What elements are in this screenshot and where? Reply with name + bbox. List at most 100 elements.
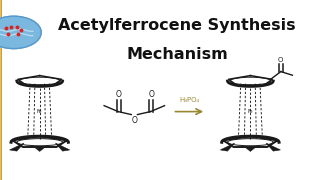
Bar xyxy=(1,0,2,180)
Bar xyxy=(1,0,2,180)
Bar xyxy=(0,0,1,180)
Bar xyxy=(0,0,1,180)
Bar xyxy=(0,0,1,180)
Bar xyxy=(1,0,2,180)
Bar xyxy=(0,0,1,180)
Bar xyxy=(0,0,1,180)
Bar xyxy=(1,0,2,180)
Polygon shape xyxy=(10,143,24,151)
Bar xyxy=(1,0,2,180)
Bar xyxy=(1,0,2,180)
Bar xyxy=(1,0,2,180)
Bar xyxy=(0,0,1,180)
Bar xyxy=(0,0,1,180)
Bar xyxy=(0,0,1,180)
Bar xyxy=(1,0,2,180)
Bar xyxy=(1,0,2,180)
Bar xyxy=(0,0,1,180)
Text: O: O xyxy=(148,90,154,99)
Polygon shape xyxy=(266,143,280,151)
Bar xyxy=(1,0,2,180)
Bar xyxy=(0,0,1,180)
Bar xyxy=(1,0,2,180)
Bar xyxy=(0,0,1,180)
Bar xyxy=(0,0,1,180)
Bar xyxy=(1,0,2,180)
Text: H₃PO₄: H₃PO₄ xyxy=(179,97,199,103)
Bar xyxy=(0,0,1,180)
Bar xyxy=(1,0,2,180)
Bar xyxy=(0,0,1,180)
Bar xyxy=(0,0,1,180)
Bar xyxy=(0,0,1,180)
Text: Mechanism: Mechanism xyxy=(126,46,228,62)
Bar xyxy=(1,0,2,180)
Bar xyxy=(0,0,1,180)
Bar xyxy=(1,0,2,180)
Bar xyxy=(1,0,2,180)
Bar xyxy=(1,0,2,180)
Bar xyxy=(1,0,2,180)
Bar xyxy=(1,0,2,180)
Bar xyxy=(0,0,1,180)
Bar xyxy=(1,0,2,180)
Bar xyxy=(1,0,2,180)
Bar xyxy=(1,0,2,180)
Bar xyxy=(0,0,1,180)
Bar xyxy=(0,0,1,180)
Bar xyxy=(0,0,2,180)
Bar xyxy=(0,0,1,180)
Bar xyxy=(0,0,1,180)
Bar xyxy=(1,0,2,180)
Bar xyxy=(0,0,1,180)
Bar xyxy=(1,0,2,180)
Bar xyxy=(0,0,1,180)
Circle shape xyxy=(0,16,41,49)
Bar xyxy=(1,0,2,180)
Bar xyxy=(0,0,2,180)
Bar xyxy=(1,0,2,180)
Bar xyxy=(0,0,1,180)
Bar xyxy=(0,0,1,180)
Bar xyxy=(0,0,1,180)
Bar xyxy=(1,0,2,180)
Bar xyxy=(1,0,2,180)
Bar xyxy=(0,0,1,180)
Bar xyxy=(1,0,2,180)
Bar xyxy=(1,0,2,180)
Bar xyxy=(0,0,1,180)
Bar xyxy=(0,0,1,180)
Bar xyxy=(1,0,2,180)
Bar xyxy=(1,0,2,180)
Bar xyxy=(0,0,1,180)
Bar xyxy=(0,0,1,180)
Bar xyxy=(1,0,2,180)
Bar xyxy=(0,0,2,180)
Bar xyxy=(1,0,2,180)
Bar xyxy=(1,0,2,180)
Bar xyxy=(0,0,1,180)
Bar xyxy=(1,0,2,180)
Text: O: O xyxy=(116,90,122,99)
Bar xyxy=(1,0,2,180)
Bar xyxy=(1,0,2,180)
Bar xyxy=(0,0,1,180)
Bar xyxy=(0,0,1,180)
Bar xyxy=(0,0,2,180)
Bar xyxy=(0,0,1,180)
Bar xyxy=(1,0,2,180)
Bar xyxy=(0,0,2,180)
Bar xyxy=(1,0,2,180)
Bar xyxy=(1,0,2,180)
Bar xyxy=(1,0,2,180)
Bar xyxy=(1,0,2,180)
Bar xyxy=(0,0,1,180)
Bar xyxy=(1,0,2,180)
Bar xyxy=(0,0,1,180)
Bar xyxy=(0,0,1,180)
Bar xyxy=(0,0,1,180)
Bar xyxy=(1,0,2,180)
Bar xyxy=(1,0,2,180)
Bar xyxy=(1,0,2,180)
Bar xyxy=(1,0,2,180)
